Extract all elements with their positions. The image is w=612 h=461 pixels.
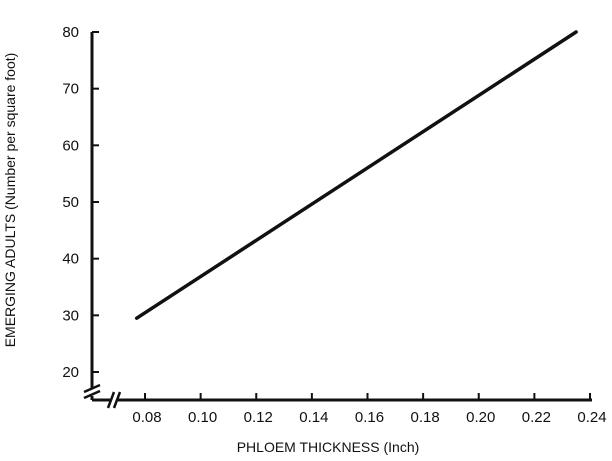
x-axis-break-mark — [106, 391, 122, 409]
x-tick-label: 0.16 — [355, 409, 384, 426]
y-tick-label: 50 — [62, 194, 79, 211]
series-line — [134, 30, 578, 320]
y-tick-label: 20 — [62, 364, 79, 381]
x-tick-label: 0.14 — [299, 409, 328, 426]
y-tick-label: 30 — [62, 307, 79, 324]
y-axis-break-mark — [83, 383, 101, 400]
data-series — [134, 30, 578, 320]
axis-break-marks — [83, 383, 122, 409]
x-tick-label: 0.12 — [244, 409, 273, 426]
y-tick-label: 70 — [62, 81, 79, 98]
y-tick-label: 60 — [62, 137, 79, 154]
y-axis-title: EMERGING ADULTS (Number per square foot) — [2, 53, 18, 348]
x-tick-label: 0.22 — [522, 409, 551, 426]
x-axis-title: PHLOEM THICKNESS (Inch) — [237, 439, 420, 455]
y-tick-label: 40 — [62, 251, 79, 268]
y-axis-ticks — [92, 31, 99, 373]
x-tick-label: 0.20 — [466, 409, 495, 426]
x-tick-label: 0.08 — [132, 409, 161, 426]
x-axis-tick-labels: 0.08 0.10 0.12 0.14 0.16 0.18 0.20 0.22 0.24 — [132, 409, 606, 426]
x-axis-ticks — [144, 393, 591, 400]
x-tick-label: 0.24 — [577, 409, 606, 426]
x-tick-label: 0.18 — [411, 409, 440, 426]
x-tick-label: 0.10 — [188, 409, 217, 426]
y-tick-label: 80 — [62, 24, 79, 41]
y-axis-tick-labels: 20 30 40 50 60 70 80 — [62, 24, 79, 381]
